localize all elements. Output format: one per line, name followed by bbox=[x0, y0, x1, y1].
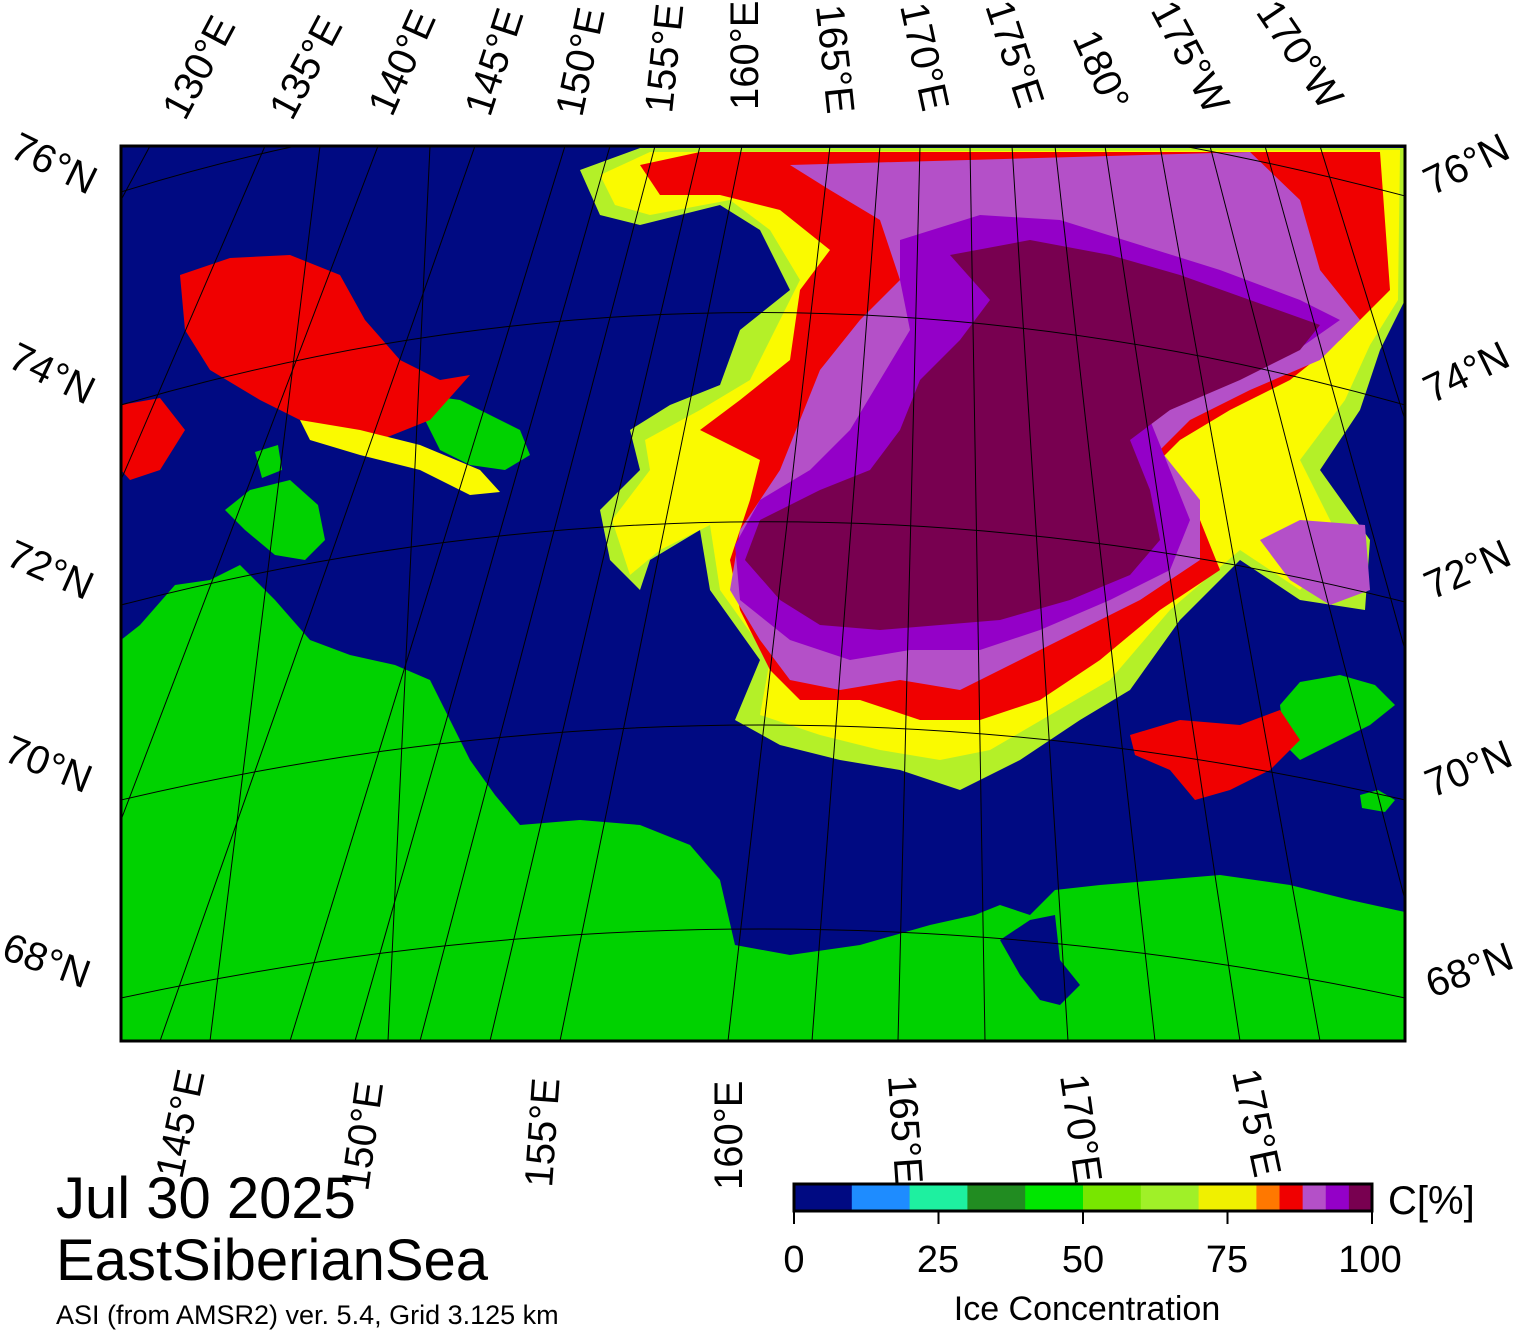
colorbar-swatch bbox=[1025, 1184, 1084, 1211]
lat-label-right: 74°N bbox=[1417, 333, 1517, 412]
graticule bbox=[121, 146, 1405, 1041]
colorbar-swatch bbox=[1302, 1184, 1327, 1211]
region-name: EastSiberianSea bbox=[56, 1228, 489, 1293]
bottom-lon-label: 170°E bbox=[1051, 1071, 1110, 1185]
island-lyakhovsky bbox=[225, 480, 325, 560]
lat-labels-left: 76°N 74°N 72°N 70°N 68°N bbox=[0, 125, 104, 997]
top-lon-label: 175°W bbox=[1142, 0, 1238, 121]
colorbar-swatch bbox=[1140, 1184, 1200, 1211]
colorbar-tick-label: 0 bbox=[783, 1239, 804, 1281]
colorbar-unit: C[%] bbox=[1388, 1179, 1475, 1223]
bottom-lon-label: 145°E bbox=[148, 1066, 214, 1182]
top-lon-label: 130°E bbox=[154, 9, 244, 126]
top-lon-label: 160°E bbox=[723, 1, 767, 110]
colorbar-swatch bbox=[851, 1184, 911, 1211]
lat-label-right: 76°N bbox=[1417, 125, 1517, 204]
land-inlet bbox=[1000, 915, 1080, 1005]
island-new-siberia bbox=[425, 395, 530, 470]
colorbar-swatch bbox=[1325, 1184, 1350, 1211]
top-lon-label: 165°E bbox=[807, 2, 862, 115]
lat-label-left: 72°N bbox=[0, 532, 100, 609]
colorbar-swatch bbox=[909, 1184, 968, 1211]
map-date: Jul 30 2025 bbox=[56, 1166, 356, 1231]
colorbar-tick-label: 100 bbox=[1338, 1239, 1401, 1281]
colorbar: 0 25 50 75 100 C[%] Ice Concentration bbox=[783, 1179, 1474, 1328]
ice-west-patch bbox=[180, 255, 470, 440]
top-lon-labels: 130°E 135°E 140°E 145°E 150°E 155°E 160°… bbox=[154, 0, 1351, 126]
top-lon-label: 170°W bbox=[1248, 0, 1352, 117]
colorbar-swatch bbox=[967, 1184, 1026, 1211]
ice-west-patch-edge bbox=[300, 420, 500, 495]
lat-label-left: 70°N bbox=[0, 728, 98, 802]
colorbar-tick-label: 75 bbox=[1206, 1239, 1248, 1281]
lat-labels-right: 76°N 74°N 72°N 70°N 68°N bbox=[1417, 125, 1519, 1006]
top-lon-label: 140°E bbox=[360, 4, 445, 122]
map-frame bbox=[119, 144, 1407, 1043]
colorbar-swatch bbox=[794, 1184, 853, 1211]
ice-east-patch bbox=[1260, 520, 1370, 605]
top-lon-label: 135°E bbox=[261, 9, 351, 126]
island-small-1 bbox=[255, 445, 282, 478]
bottom-lon-label: 155°E bbox=[517, 1076, 569, 1188]
top-lon-label: 180° bbox=[1064, 24, 1138, 117]
data-credit: ASI (from AMSR2) ver. 5.4, Grid 3.125 km bbox=[56, 1300, 559, 1330]
colorbar-swatch bbox=[1198, 1184, 1257, 1211]
lat-label-left: 76°N bbox=[4, 125, 104, 204]
ice-core bbox=[745, 240, 1320, 630]
map-area bbox=[121, 146, 1405, 1041]
lat-label-left: 74°N bbox=[2, 335, 102, 414]
bottom-lon-label: 165°E bbox=[879, 1074, 931, 1186]
top-lon-label: 145°E bbox=[457, 3, 533, 121]
colorbar-title: Ice Concentration bbox=[954, 1290, 1221, 1328]
colorbar-swatch bbox=[1279, 1184, 1304, 1211]
ice-wrangel-patch bbox=[1130, 710, 1300, 800]
colorbar-tick-label: 50 bbox=[1062, 1239, 1104, 1281]
island-wrangel bbox=[1280, 675, 1395, 760]
bottom-lon-label: 175°E bbox=[1223, 1065, 1289, 1181]
colorbar-swatch bbox=[1348, 1184, 1373, 1211]
top-lon-label: 155°E bbox=[637, 2, 692, 115]
colorbar-swatches bbox=[794, 1184, 1373, 1211]
lat-label-right: 68°N bbox=[1420, 935, 1519, 1007]
ice-far-west bbox=[121, 398, 185, 480]
colorbar-ticks bbox=[793, 1211, 1373, 1224]
lat-label-right: 70°N bbox=[1419, 732, 1518, 806]
colorbar-tick-label: 25 bbox=[917, 1239, 959, 1281]
bottom-lon-label: 160°E bbox=[707, 1081, 751, 1190]
lat-label-right: 72°N bbox=[1418, 532, 1518, 609]
top-lon-label: 150°E bbox=[548, 4, 614, 120]
mainland bbox=[121, 565, 1405, 1041]
colorbar-swatch bbox=[1256, 1184, 1281, 1211]
top-lon-label: 175°E bbox=[976, 0, 1052, 113]
lat-label-left: 68°N bbox=[0, 925, 96, 997]
colorbar-swatch bbox=[1083, 1184, 1142, 1211]
top-lon-label: 170°E bbox=[891, 0, 957, 115]
